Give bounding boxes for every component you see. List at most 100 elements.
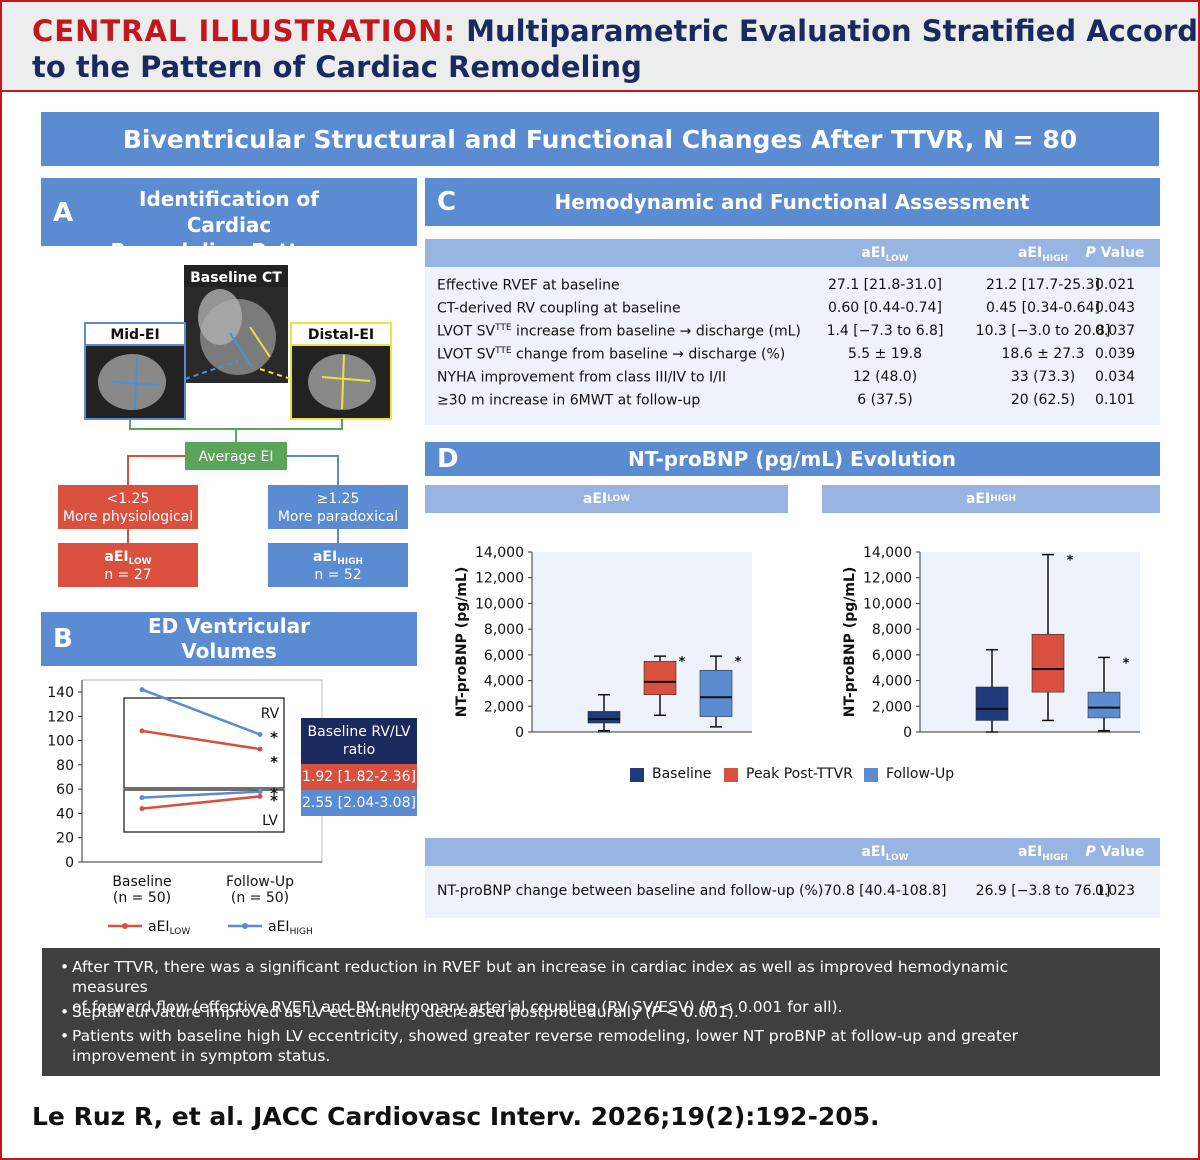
- distal-ei-axis-2: [341, 354, 345, 410]
- significance-star: *: [270, 729, 278, 747]
- central-illustration-label: CENTRAL ILLUSTRATION:: [32, 14, 457, 48]
- d-row-high: 26.9 [−3.8 to 76.1]: [975, 883, 1111, 899]
- d-table-row: NT-proBNP change between baseline and fo…: [425, 883, 1160, 906]
- data-point: [139, 728, 145, 734]
- row-low: 12 (48.0): [852, 369, 918, 385]
- row-high: 21.2 [17.7-25.3]: [986, 277, 1100, 293]
- key-findings: • After TTVR, there was a significant re…: [42, 948, 1160, 1076]
- panel-a-diagram: Baseline CT Mid-EI Distal-EI Average EI …: [58, 265, 408, 587]
- note-1: • After TTVR, there was a significant re…: [60, 958, 1009, 1016]
- panel-d-table: aEILOW aEIHIGH P Value NT-proBNP change …: [425, 838, 1160, 918]
- box-follow-up: [1087, 691, 1121, 719]
- lv-label: LV: [262, 813, 278, 829]
- y-tick-label: 2,000: [484, 699, 524, 715]
- legend-high-main: aEI: [268, 919, 290, 935]
- data-point: [257, 789, 263, 795]
- y-tick-label: 0: [65, 855, 74, 871]
- y-tick-label: 8,000: [484, 622, 524, 638]
- box-peak-post-ttvr: [643, 660, 677, 696]
- data-point: [257, 746, 263, 752]
- low-branch: [127, 455, 185, 485]
- col-p-value: P Value: [1085, 245, 1145, 261]
- row-low: 6 (37.5): [857, 392, 913, 408]
- baseline-ct-label-bg: [184, 265, 288, 287]
- legend-low-marker: [122, 923, 128, 929]
- panel-a-title-1: Identification of Cardiac: [139, 187, 319, 237]
- row-high: 20 (62.5): [1010, 392, 1076, 408]
- legend-baseline-swatch: [630, 768, 644, 782]
- table-row: LVOT SVTTE increase from baseline → disc…: [425, 323, 1160, 346]
- d-col-aei-high: aEIHIGH: [1017, 844, 1069, 863]
- ratio-low: 1.92 [1.82-2.36]: [301, 764, 417, 790]
- box-follow-up: [699, 669, 733, 717]
- box-peak-post-ttvr: [1031, 633, 1065, 693]
- row-p: 0.043: [1094, 300, 1136, 316]
- legend-low-sub: LOW: [170, 927, 191, 937]
- data-point: [257, 793, 263, 799]
- y-tick-label: 0: [515, 725, 524, 741]
- y-tick-label: 10,000: [863, 596, 912, 612]
- row-label: Effective RVEF at baseline: [437, 277, 620, 294]
- panel-c-table: aEILOW aEIHIGH P Value Effective RVEF at…: [425, 239, 1160, 425]
- row-p: 0.039: [1094, 346, 1136, 362]
- legend-peak: Peak Post-TTVR: [746, 766, 853, 782]
- row-p: 0.034: [1094, 369, 1136, 385]
- table-row: LVOT SVTTE change from baseline → discha…: [425, 346, 1160, 369]
- data-point: [257, 732, 263, 737]
- mid-ei-axis-2: [134, 356, 138, 410]
- panel-b-banner: B ED Ventricular Volumes (mL/m2): [41, 612, 417, 691]
- mid-connector: [184, 360, 239, 380]
- high-n: n = 52: [314, 567, 361, 583]
- table-row: ≥30 m increase in 6MWT at follow-up 6 (37…: [425, 392, 1160, 415]
- title-text-1: Multiparametric Evaluation Stratified Ac…: [466, 14, 1200, 48]
- panel-d-banner: D NT-proBNP (pg/mL) Evolution: [425, 442, 1160, 476]
- y-tick-label: 4,000: [484, 674, 524, 690]
- plot-frame: [81, 679, 323, 863]
- distal-ei-label-bg: [290, 322, 392, 346]
- y-tick-label: 40: [56, 806, 74, 822]
- box-baseline: [587, 711, 621, 724]
- row-low: 1.4 [−7.3 to 6.8]: [826, 323, 944, 339]
- x-tick-label: (n = 50): [113, 890, 171, 906]
- average-ei-label: Average EI: [199, 449, 274, 465]
- title-line1: CENTRAL ILLUSTRATION: Multiparametric Ev…: [32, 14, 1200, 48]
- legend-high-label: aEIHIGH: [268, 919, 313, 937]
- panel-c-title: Hemodynamic and Functional Assessment: [554, 190, 1030, 214]
- average-ei-box: [185, 442, 287, 470]
- y-axis-label: NT-proBNP (pg/mL): [842, 567, 858, 718]
- ct-mid-line: [229, 332, 253, 368]
- series-line: [141, 688, 261, 736]
- ct-distal-line: [249, 326, 271, 358]
- panel-a-title-2: Remodeling Patterns: [110, 239, 348, 263]
- high-group-label: aEIHIGH: [313, 549, 363, 567]
- box-chart-high: 0 2,000 4,000 6,000 8,000 10,000 12,000 14,000 N…: [842, 545, 1140, 741]
- y-tick-label: 100: [47, 734, 74, 750]
- y-tick-label: 120: [47, 709, 74, 725]
- lv-group-box: [123, 789, 285, 833]
- legend-peak-swatch: [724, 768, 738, 782]
- row-low: 0.60 [0.44-0.74]: [828, 300, 942, 316]
- low-desc: More physiological: [63, 509, 193, 525]
- rv-group-box: [123, 697, 285, 789]
- x-tick-label: Baseline: [112, 874, 171, 890]
- significance-star: *: [270, 784, 278, 802]
- title-line2: to the Pattern of Cardiac Remodeling: [32, 50, 642, 84]
- y-tick-label: 14,000: [475, 545, 524, 561]
- distal-ei-axis-1: [321, 376, 371, 382]
- legend-followup: Follow-Up: [886, 766, 955, 782]
- high-threshold: ≥1.25: [317, 491, 360, 507]
- y-tick-label: 60: [56, 782, 74, 798]
- mid-ei-label-bg: [84, 322, 186, 346]
- panel-d-left-header: aEI LOW: [425, 485, 788, 513]
- ratio-title-2: ratio: [342, 742, 376, 758]
- d-col-p-value: P Value: [1085, 844, 1145, 860]
- note-2: • Septal curvature improved as LV eccent…: [60, 1003, 739, 1021]
- col-aei-high: aEIHIGH: [1017, 245, 1069, 264]
- row-label: LVOT SVTTE change from baseline → discha…: [437, 346, 786, 363]
- y-tick-label: 6,000: [484, 648, 524, 664]
- legend-high-marker: [242, 923, 248, 929]
- d-row-p: 0.023: [1094, 883, 1136, 899]
- d-col-aei-low: aEILOW: [861, 844, 909, 863]
- row-high: 33 (73.3): [1010, 369, 1076, 385]
